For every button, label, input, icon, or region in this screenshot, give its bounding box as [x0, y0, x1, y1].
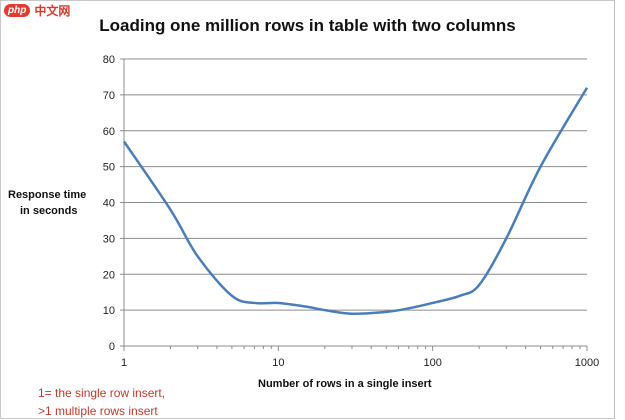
- y-tick-label: 20: [103, 269, 115, 281]
- y-tick-label: 30: [103, 233, 115, 245]
- y-axis-label-line-2: in seconds: [20, 205, 78, 217]
- watermark-badge: php: [4, 4, 31, 17]
- y-axis-label: Response time in seconds: [8, 187, 118, 219]
- series-line-0: [122, 87, 589, 316]
- watermark: php 中文网: [4, 2, 70, 19]
- y-axis-label-line-1: Response time: [8, 189, 87, 201]
- x-tick-label: 1000: [575, 357, 599, 369]
- annotation-note: 1= the single row insert, >1 multiple ro…: [38, 384, 165, 420]
- annotation-line-1: 1= the single row insert,: [38, 386, 166, 400]
- y-tick-label: 80: [103, 54, 115, 66]
- y-tick-label: 60: [103, 126, 115, 138]
- y-tick-label: 40: [103, 198, 115, 210]
- x-axis-label: Number of rows in a single insert: [258, 378, 432, 390]
- x-tick-label: 100: [423, 357, 441, 369]
- y-tick-label: 10: [103, 305, 115, 317]
- y-tick-label: 0: [109, 341, 115, 353]
- x-tick-label: 1: [121, 357, 127, 369]
- watermark-text: 中文网: [34, 4, 71, 18]
- x-tick-label: 10: [272, 357, 284, 369]
- y-tick-label: 70: [103, 90, 115, 102]
- y-tick-label: 50: [103, 162, 115, 174]
- annotation-line-2: >1 multiple rows insert: [38, 404, 158, 418]
- chart-title: Loading one million rows in table with t…: [99, 16, 516, 35]
